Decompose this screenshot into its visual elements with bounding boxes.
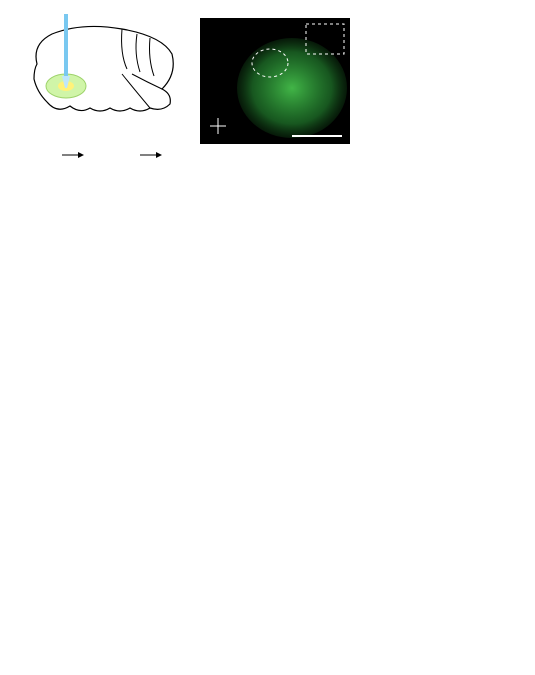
flow-arrows [14,148,214,164]
panel-i-chart [388,326,528,466]
panel-e-chart [204,176,369,316]
panel-c-trace [368,18,528,144]
panel-d-chart [26,176,191,316]
panel-f-chart [388,176,528,316]
panel-b-image [200,18,350,144]
panel-h-chart [204,326,369,466]
panel-j-chart [26,476,336,668]
figure [0,0,535,675]
panel-g-chart [26,326,191,466]
panel-a-schematic [22,14,182,154]
